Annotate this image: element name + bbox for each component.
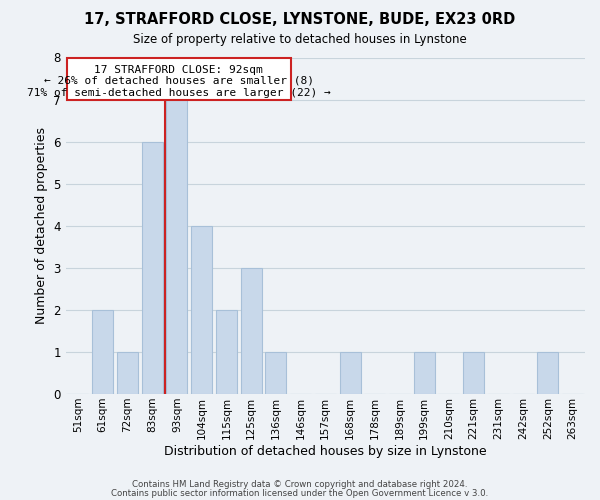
- Text: 17 STRAFFORD CLOSE: 92sqm: 17 STRAFFORD CLOSE: 92sqm: [94, 65, 263, 75]
- FancyBboxPatch shape: [67, 58, 290, 100]
- Bar: [216, 310, 237, 394]
- Bar: [463, 352, 484, 394]
- Bar: [166, 100, 187, 394]
- Y-axis label: Number of detached properties: Number of detached properties: [35, 128, 47, 324]
- Text: Contains public sector information licensed under the Open Government Licence v : Contains public sector information licen…: [112, 489, 488, 498]
- Bar: [117, 352, 138, 394]
- Text: 17, STRAFFORD CLOSE, LYNSTONE, BUDE, EX23 0RD: 17, STRAFFORD CLOSE, LYNSTONE, BUDE, EX2…: [85, 12, 515, 28]
- Bar: [191, 226, 212, 394]
- Bar: [414, 352, 435, 394]
- Bar: [538, 352, 559, 394]
- Text: ← 26% of detached houses are smaller (8): ← 26% of detached houses are smaller (8): [44, 75, 314, 85]
- Bar: [142, 142, 163, 394]
- Bar: [241, 268, 262, 394]
- Bar: [92, 310, 113, 394]
- Bar: [265, 352, 286, 394]
- Text: Size of property relative to detached houses in Lynstone: Size of property relative to detached ho…: [133, 32, 467, 46]
- X-axis label: Distribution of detached houses by size in Lynstone: Distribution of detached houses by size …: [164, 444, 487, 458]
- Text: 71% of semi-detached houses are larger (22) →: 71% of semi-detached houses are larger (…: [27, 88, 331, 98]
- Text: Contains HM Land Registry data © Crown copyright and database right 2024.: Contains HM Land Registry data © Crown c…: [132, 480, 468, 489]
- Bar: [340, 352, 361, 394]
